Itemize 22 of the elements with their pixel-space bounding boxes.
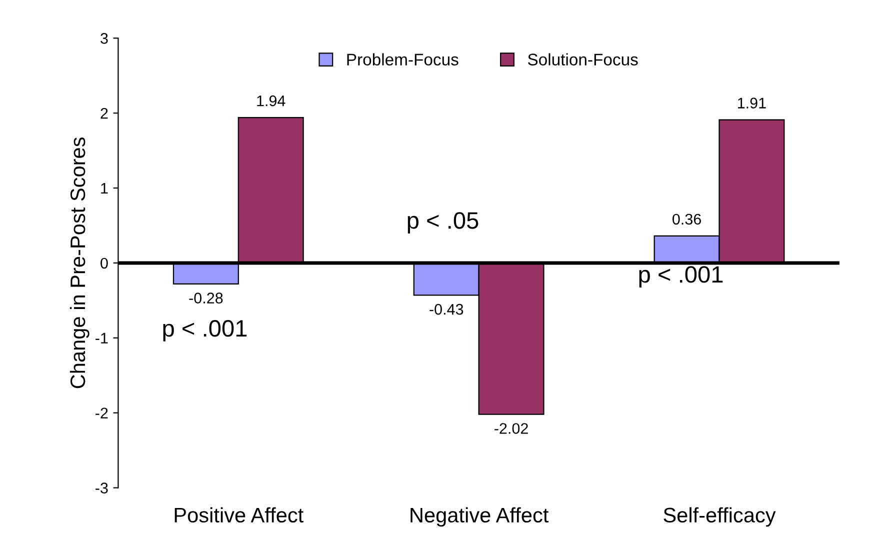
x-tick-label: Negative Affect (410, 507, 549, 527)
annotation: p < .001 (163, 320, 247, 342)
data-label: -2.02 (494, 423, 528, 434)
data-label: 1.91 (738, 98, 766, 108)
y-tick-label: -2 (96, 408, 108, 418)
x-tick-label: Positive Affect (174, 507, 304, 523)
data-label: -0.43 (430, 304, 464, 315)
annotation: p < .05 (408, 212, 478, 234)
y-tick-label: 2 (100, 108, 108, 119)
y-axis-title: Change in Pre-Post Scores (70, 137, 90, 388)
data-label: 1.94 (257, 95, 286, 106)
annotation: p < .001 (639, 266, 723, 288)
data-label: 0.36 (672, 214, 701, 225)
y-tick-label: -1 (96, 332, 108, 344)
y-tick-label: 0 (100, 258, 108, 269)
legend-label: Problem-Focus (347, 53, 458, 66)
x-tick-label: Self-efficacy (664, 507, 776, 527)
y-tick-label: -3 (96, 482, 108, 494)
legend-label: Solution-Focus (528, 53, 638, 66)
y-tick-label: 1 (101, 183, 108, 194)
data-label: -0.28 (189, 292, 223, 304)
y-tick-label: 3 (100, 33, 108, 44)
